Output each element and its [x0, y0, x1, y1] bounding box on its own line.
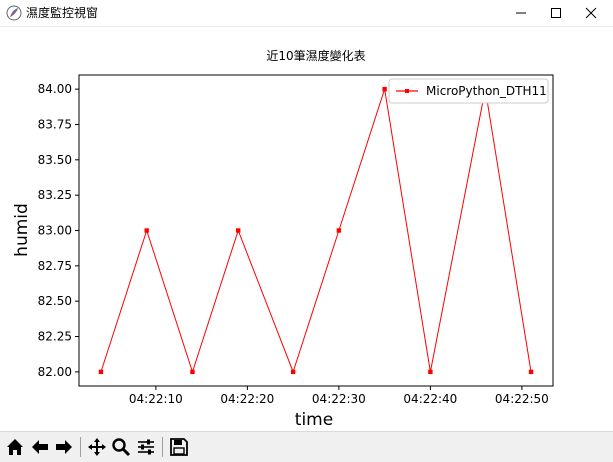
- legend-marker-swatch: [405, 89, 409, 93]
- save-icon: [170, 438, 188, 456]
- window-title: 濕度監控視窗: [26, 6, 99, 20]
- feather-icon: [6, 5, 22, 21]
- x-tick-label: 04:22:50: [495, 392, 549, 406]
- close-icon: [585, 7, 597, 19]
- minimize-button[interactable]: [499, 0, 543, 26]
- save-button[interactable]: [167, 435, 191, 459]
- y-tick-label: 82.75: [38, 259, 72, 273]
- series-line: [100, 88, 532, 374]
- sliders-icon: [138, 439, 154, 455]
- y-tick-label: 84.00: [38, 82, 72, 96]
- y-tick-label: 82.00: [38, 365, 72, 379]
- pan-button[interactable]: [85, 435, 109, 459]
- y-axis-ticks: 82.00 82.25 82.50 82.75 83.00 83.25 83.50 83.75…: [38, 82, 79, 379]
- x-axis-label: time: [295, 410, 333, 430]
- y-tick-label: 82.25: [38, 330, 72, 344]
- close-button[interactable]: [569, 0, 613, 26]
- home-button[interactable]: [3, 435, 27, 459]
- y-tick-label: 83.50: [38, 153, 72, 167]
- toolbar-separator: [80, 437, 81, 457]
- move-icon: [88, 438, 106, 456]
- data-point: [144, 228, 149, 233]
- chart-title: 近10筆濕度變化表: [266, 48, 365, 63]
- x-tick-label: 04:22:40: [403, 392, 457, 406]
- arrow-left-icon: [32, 440, 48, 454]
- y-axis-label: humid: [12, 203, 32, 257]
- minimize-icon: [516, 12, 526, 14]
- back-button[interactable]: [28, 435, 52, 459]
- legend-label: MicroPython_DTH11: [426, 84, 547, 98]
- window-titlebar: 濕度監控視窗: [0, 0, 613, 27]
- legend: MicroPython_DTH11: [388, 78, 549, 104]
- x-axis-ticks: 04:22:10 04:22:20 04:22:30 04:22:40 04:22:50: [129, 386, 549, 406]
- maximize-button[interactable]: [534, 0, 578, 26]
- maximize-icon: [551, 8, 561, 18]
- navigation-toolbar: [0, 431, 613, 462]
- y-tick-label: 83.75: [38, 117, 72, 131]
- x-tick-label: 04:22:10: [129, 392, 183, 406]
- data-point: [98, 369, 104, 375]
- x-tick-label: 04:22:30: [312, 392, 366, 406]
- data-point: [528, 369, 534, 375]
- configure-subplots-button[interactable]: [134, 435, 158, 459]
- toolbar-separator: [162, 437, 163, 457]
- data-point: [236, 228, 241, 233]
- zoom-button[interactable]: [109, 435, 133, 459]
- data-point: [290, 369, 296, 375]
- home-icon: [7, 439, 23, 455]
- data-point: [382, 86, 387, 92]
- arrow-right-icon: [56, 440, 72, 454]
- y-tick-label: 83.25: [38, 188, 72, 202]
- plot-canvas[interactable]: 近10筆濕度變化表 82.00 82.25 82.50 82.75 83.00 83.25…: [0, 27, 613, 431]
- y-tick-label: 82.50: [38, 294, 72, 308]
- legend-box: [388, 78, 549, 104]
- y-tick-label: 83.00: [38, 224, 72, 238]
- plot-area: [78, 74, 554, 387]
- humidity-line-chart: 近10筆濕度變化表 82.00 82.25 82.50 82.75 83.00 83.25…: [12, 48, 554, 430]
- zoom-icon: [112, 438, 131, 457]
- data-point: [428, 369, 433, 375]
- forward-button[interactable]: [52, 435, 76, 459]
- x-tick-label: 04:22:20: [220, 392, 274, 406]
- data-point: [336, 228, 342, 233]
- data-point: [190, 369, 195, 375]
